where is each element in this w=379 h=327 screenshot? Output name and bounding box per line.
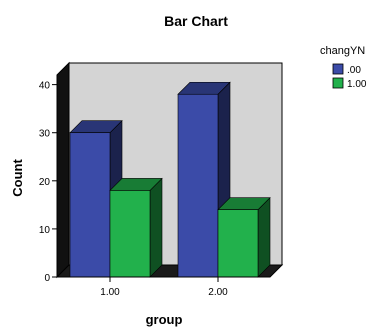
- legend-entry-label: 1.00: [347, 79, 367, 90]
- bar: [69, 119, 123, 278]
- y-tick-label: 40: [39, 81, 51, 92]
- legend-entry-label: .00: [347, 65, 361, 76]
- chart-title: Bar Chart: [164, 13, 228, 29]
- y-axis-label: Count: [10, 159, 25, 197]
- legend-swatch: [332, 63, 344, 75]
- legend-title: changYN: [320, 45, 365, 57]
- x-axis-label: group: [146, 312, 183, 327]
- y-tick-label: 0: [44, 273, 50, 284]
- legend-swatch: [332, 77, 344, 89]
- x-axis: 1.00 2.00: [57, 276, 270, 298]
- x-tick-label: 1.00: [100, 287, 120, 298]
- y-tick-label: 30: [39, 129, 51, 140]
- y-tick-label: 10: [39, 225, 51, 236]
- y-axis: 0 10 20 30 40: [39, 75, 58, 284]
- plot-left-wall: [56, 61, 70, 279]
- x-tick-label: 2.00: [208, 287, 228, 298]
- bar: [217, 196, 271, 278]
- legend: changYN .00 1.00: [320, 45, 367, 90]
- bar: [109, 177, 163, 278]
- y-tick-label: 20: [39, 177, 51, 188]
- bars-group: [69, 81, 271, 278]
